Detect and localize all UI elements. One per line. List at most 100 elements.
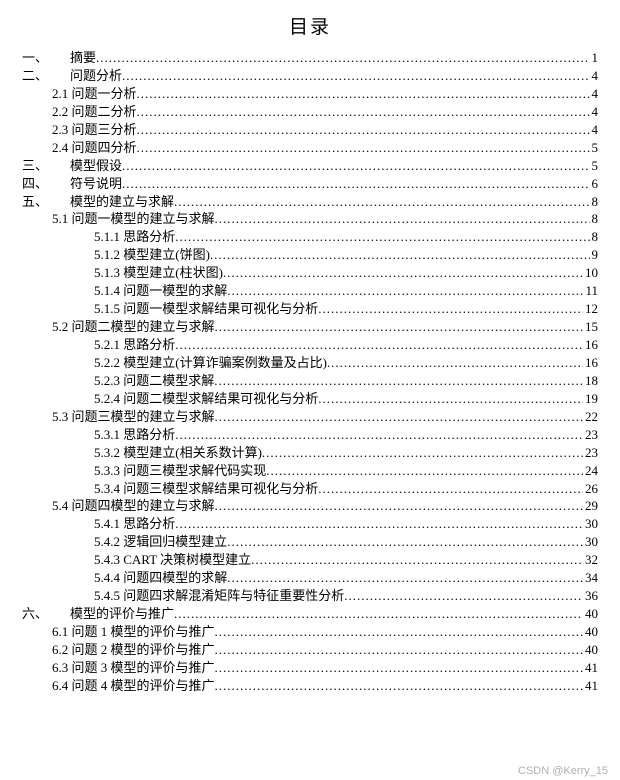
chapter-number: 三、 (22, 157, 70, 175)
watermark: CSDN @Kerry_15 (518, 765, 608, 777)
entry-text: 5.4 问题四模型的建立与求解 (52, 497, 215, 515)
toc-entry: 5.3.3 问题三模型求解代码实现 24 (22, 462, 598, 480)
dot-leader (215, 318, 583, 336)
dot-leader (214, 372, 583, 390)
dot-leader (344, 587, 583, 605)
page-number: 40 (583, 641, 598, 659)
toc-entry: 2.1 问题一分析4 (22, 85, 598, 103)
entry-text: 5.2.2 模型建立(计算诈骗案例数量及占比) (94, 354, 327, 372)
toc-entry: 5.2.1 思路分析 16 (22, 336, 598, 354)
dot-leader (175, 515, 583, 533)
page-number: 16 (583, 336, 598, 354)
page-number: 4 (590, 85, 599, 103)
toc-entry: 5.4 问题四模型的建立与求解 29 (22, 497, 598, 515)
entry-text: 5.2 问题二模型的建立与求解 (52, 318, 215, 336)
entry-text: 5.1.1 思路分析 (94, 228, 175, 246)
entry-text: 5.1.3 模型建立(柱状图) (94, 264, 223, 282)
entry-text: 5.2.4 问题二模型求解结果可视化与分析 (94, 390, 318, 408)
toc-entry: 5.3.1 思路分析23 (22, 426, 598, 444)
page-number: 40 (583, 623, 598, 641)
toc-entry: 5.1.1 思路分析 8 (22, 228, 598, 246)
dot-leader (262, 444, 583, 462)
entry-text: 5.3.3 问题三模型求解代码实现 (94, 462, 266, 480)
dot-leader (137, 139, 590, 157)
dot-leader (318, 390, 583, 408)
page-number: 1 (590, 49, 599, 67)
entry-text: 2.3 问题三分析 (52, 121, 137, 139)
dot-leader (227, 533, 583, 551)
chapter-number: 一、 (22, 49, 70, 67)
chapter-number: 二、 (22, 67, 70, 85)
toc-entry: 6.2 问题 2 模型的评价与推广40 (22, 641, 598, 659)
entry-text: 2.2 问题二分析 (52, 103, 137, 121)
page-number: 41 (583, 677, 598, 695)
toc-entry: 5.4.4 问题四模型的求解 34 (22, 569, 598, 587)
entry-text: 符号说明 (70, 175, 122, 193)
page-number: 22 (583, 408, 598, 426)
dot-leader (175, 336, 583, 354)
toc-entry: 5.3 问题三模型的建立与求解 22 (22, 408, 598, 426)
dot-leader (266, 462, 583, 480)
page-number: 34 (583, 569, 598, 587)
entry-text: 5.2.1 思路分析 (94, 336, 175, 354)
dot-leader (215, 497, 583, 515)
entry-text: 模型的评价与推广 (70, 605, 174, 623)
toc-entry: 5.1.2 模型建立(饼图)9 (22, 246, 598, 264)
page-number: 41 (583, 659, 598, 677)
page-number: 9 (590, 246, 599, 264)
entry-text: 问题分析 (70, 67, 122, 85)
page-number: 30 (583, 515, 598, 533)
toc-entry: 5.1.3 模型建立(柱状图)10 (22, 264, 598, 282)
page-number: 36 (583, 587, 598, 605)
dot-leader (215, 659, 583, 677)
toc-entry: 5.3.4 问题三模型求解结果可视化与分析26 (22, 480, 598, 498)
entry-text: 5.2.3 问题二模型求解 (94, 372, 214, 390)
entry-text: 5.1.4 问题一模型的求解 (94, 282, 227, 300)
entry-text: 5.4.5 问题四求解混淆矩阵与特征重要性分析 (94, 587, 344, 605)
toc-list: 一、摘要1二、问题分析42.1 问题一分析42.2 问题二分析42.3 问题三分… (22, 49, 598, 695)
toc-title: 目录 (22, 12, 598, 39)
toc-entry: 六、模型的评价与推广40 (22, 605, 598, 623)
dot-leader (122, 157, 589, 175)
toc-entry: 三、模型假设 5 (22, 157, 598, 175)
toc-entry: 5.4.2 逻辑回归模型建立30 (22, 533, 598, 551)
toc-entry: 2.4 问题四分析5 (22, 139, 598, 157)
page-number: 24 (583, 462, 598, 480)
chapter-number: 五、 (22, 193, 70, 211)
dot-leader (96, 49, 589, 67)
toc-entry: 五、模型的建立与求解8 (22, 193, 598, 211)
toc-entry: 5.4.5 问题四求解混淆矩阵与特征重要性分析 36 (22, 587, 598, 605)
dot-leader (227, 282, 583, 300)
entry-text: 5.1.5 问题一模型求解结果可视化与分析 (94, 300, 318, 318)
page-number: 32 (583, 551, 598, 569)
dot-leader (137, 103, 590, 121)
dot-leader (223, 264, 583, 282)
dot-leader (215, 408, 583, 426)
entry-text: 5.4.3 CART 决策树模型建立 (94, 551, 251, 569)
dot-leader (174, 193, 589, 211)
page-number: 23 (583, 426, 598, 444)
page-number: 12 (583, 300, 598, 318)
page-number: 11 (583, 282, 598, 300)
page-number: 15 (583, 318, 598, 336)
toc-entry: 四、符号说明6 (22, 175, 598, 193)
entry-text: 6.1 问题 1 模型的评价与推广 (52, 623, 215, 641)
entry-text: 5.4.4 问题四模型的求解 (94, 569, 227, 587)
page-number: 8 (590, 228, 599, 246)
toc-entry: 6.4 问题 4 模型的评价与推广41 (22, 677, 598, 695)
page-number: 29 (583, 497, 598, 515)
toc-entry: 5.1.4 问题一模型的求解 11 (22, 282, 598, 300)
dot-leader (175, 426, 583, 444)
entry-text: 5.1 问题一模型的建立与求解 (52, 210, 215, 228)
toc-entry: 6.3 问题 3 模型的评价与推广41 (22, 659, 598, 677)
dot-leader (215, 623, 583, 641)
entry-text: 模型假设 (70, 157, 122, 175)
page-number: 5 (590, 139, 599, 157)
toc-entry: 6.1 问题 1 模型的评价与推广 40 (22, 623, 598, 641)
toc-entry: 5.2 问题二模型的建立与求解 15 (22, 318, 598, 336)
dot-leader (215, 677, 583, 695)
toc-entry: 5.4.1 思路分析30 (22, 515, 598, 533)
entry-text: 5.3 问题三模型的建立与求解 (52, 408, 215, 426)
toc-entry: 5.1.5 问题一模型求解结果可视化与分析 12 (22, 300, 598, 318)
page-number: 5 (590, 157, 599, 175)
